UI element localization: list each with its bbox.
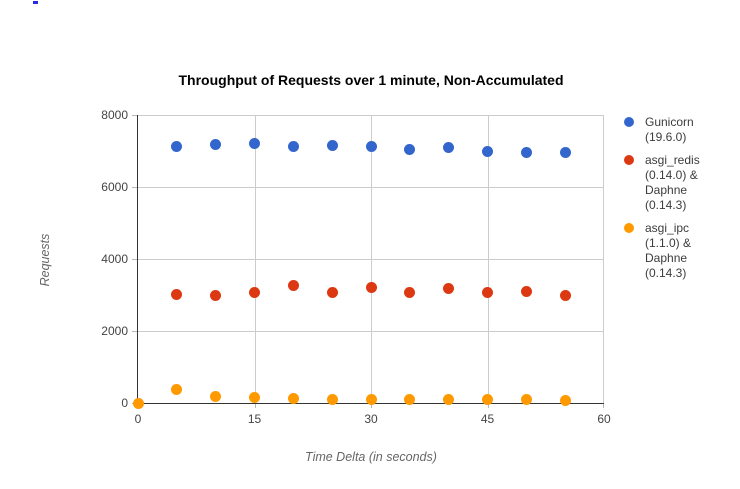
axis-tick: [132, 114, 137, 116]
data-point: [443, 282, 455, 294]
plot-area: 0 2000 4000 6000 8000 0 15 30 45 60: [101, 108, 610, 426]
data-point: [559, 289, 571, 301]
legend-label: asgi_ipc (1.1.0) & Daphne (0.14.3): [645, 221, 692, 280]
gridline: [371, 115, 372, 403]
data-point: [404, 286, 416, 298]
data-point: [210, 391, 222, 403]
y-tick-label: 6000: [101, 180, 128, 194]
legend-label: asgi_redis (0.14.0) & Daphne (0.14.3): [645, 153, 700, 212]
data-point: [132, 397, 144, 409]
data-point: [287, 393, 299, 405]
legend-item-gunicorn: Gunicorn (19.6.0): [624, 115, 736, 145]
x-tick-label: 0: [134, 412, 142, 426]
gridline: [254, 115, 256, 403]
data-point: [326, 140, 338, 152]
data-point: [171, 384, 183, 396]
data-point: [326, 393, 338, 405]
data-point: [365, 282, 377, 294]
axis-tick: [132, 258, 137, 260]
data-point: [365, 141, 377, 153]
data-point: [249, 137, 260, 149]
x-tick-label: 30: [364, 412, 378, 426]
axis-tick: [603, 404, 604, 408]
data-point: [559, 394, 571, 406]
legend-label: Gunicorn (19.6.0): [645, 115, 694, 144]
data-point: [249, 286, 260, 298]
legend-dot-icon: [624, 117, 634, 127]
axis-tick: [487, 404, 489, 408]
x-tick-label: 60: [597, 412, 611, 426]
legend-item-asgi-redis: asgi_redis (0.14.0) & Daphne (0.14.3): [624, 153, 736, 213]
data-point: [559, 146, 571, 158]
gridline: [603, 115, 604, 403]
data-point: [326, 286, 338, 298]
gridline: [487, 115, 489, 403]
y-tick-label: 2000: [101, 324, 128, 338]
x-tick-label: 15: [247, 412, 262, 426]
y-tick-label: 0: [121, 396, 128, 410]
blue-speck-artifact: [33, 1, 38, 4]
legend-item-asgi-ipc: asgi_ipc (1.1.0) & Daphne (0.14.3): [624, 221, 736, 281]
axis-tick: [254, 404, 256, 408]
y-axis-title: Requests: [38, 233, 52, 287]
data-point: [482, 394, 493, 406]
data-point: [210, 138, 222, 150]
data-point: [520, 286, 532, 298]
data-point: [365, 393, 377, 405]
data-point: [171, 140, 183, 152]
axis-tick: [132, 186, 137, 188]
data-point: [249, 392, 260, 404]
data-point: [210, 290, 222, 302]
data-point: [287, 140, 299, 152]
data-point: [482, 145, 493, 157]
y-tick-label: 8000: [101, 108, 128, 122]
data-point: [520, 394, 532, 406]
legend-dot-icon: [624, 223, 634, 233]
data-point: [443, 141, 455, 153]
axis-tick: [371, 404, 372, 408]
data-point: [443, 394, 455, 406]
legend: Gunicorn (19.6.0) asgi_redis (0.14.0) & …: [624, 115, 736, 289]
data-point: [482, 286, 493, 298]
axis-tick: [132, 330, 137, 332]
chart-title: Throughput of Requests over 1 minute, No…: [178, 72, 564, 88]
data-point: [520, 146, 532, 158]
data-point: [404, 144, 416, 156]
y-tick-label: 4000: [101, 252, 128, 266]
x-axis-title: Time Delta (in seconds): [305, 450, 437, 464]
data-point: [171, 288, 183, 300]
legend-dot-icon: [624, 155, 634, 165]
x-tick-label: 45: [480, 412, 495, 426]
data-point: [287, 280, 299, 292]
data-point: [404, 394, 416, 406]
